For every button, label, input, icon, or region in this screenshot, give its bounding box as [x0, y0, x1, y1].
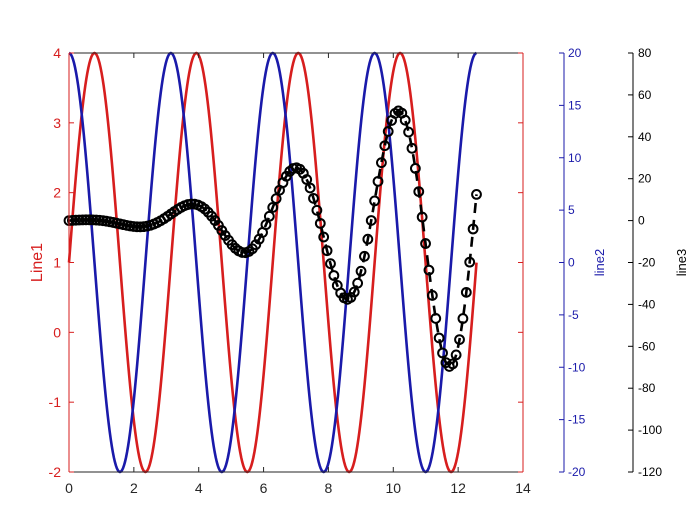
y-tick-label-line3: 0 — [638, 214, 645, 228]
data-point — [382, 126, 394, 137]
data-point — [80, 214, 92, 226]
y-tick-label-line2: 5 — [568, 203, 575, 217]
data-point — [372, 175, 384, 187]
data-point — [423, 264, 435, 276]
y-tick-label-line2: 10 — [568, 151, 582, 165]
y-tick-label-line1: -1 — [49, 394, 62, 410]
data-point — [409, 162, 421, 174]
y-tick-label-line3: -40 — [638, 297, 656, 311]
data-point — [325, 258, 336, 270]
y-tick-label-line1: -2 — [49, 464, 62, 480]
data-point — [430, 313, 442, 324]
data-point — [359, 250, 370, 262]
data-point — [348, 286, 360, 298]
y-tick-label-line2: 15 — [568, 98, 582, 112]
y-tick-label-line2: -15 — [568, 413, 586, 427]
data-point — [311, 204, 323, 216]
data-point — [308, 192, 319, 204]
x-tick-label: 6 — [260, 480, 268, 496]
plot-background — [69, 53, 523, 472]
data-point — [413, 186, 425, 198]
data-point — [369, 195, 381, 207]
data-point — [420, 238, 431, 249]
data-point — [416, 211, 428, 223]
data-point — [321, 245, 333, 257]
data-point — [185, 198, 197, 210]
y-tick-label-line2: -20 — [568, 465, 586, 479]
data-point — [355, 265, 367, 277]
series-layer — [63, 51, 482, 474]
data-point — [464, 256, 476, 268]
data-point — [437, 347, 448, 359]
data-point — [73, 214, 85, 226]
x-tick-label: 0 — [65, 480, 73, 496]
data-point — [403, 126, 414, 138]
y-tick-label-line1: 0 — [53, 324, 61, 340]
data-point — [304, 182, 316, 194]
y-tick-label-line1: 3 — [53, 115, 61, 131]
data-point — [131, 221, 143, 233]
x-tick-label: 4 — [195, 480, 203, 496]
data-point — [314, 217, 326, 229]
data-point — [433, 332, 445, 344]
y-axis-title-line1: Line1 — [29, 243, 46, 282]
data-point — [450, 349, 462, 361]
data-point — [263, 210, 275, 222]
y-tick-label-line3: 40 — [638, 130, 652, 144]
data-point — [467, 223, 479, 235]
y-tick-label-line3: -20 — [638, 256, 656, 270]
axes-layer: 0 2 4 6 8 10 12 14-2-101234Line1-20-15-10-50510… — [29, 45, 689, 496]
y-tick-label-line2: -5 — [568, 308, 579, 322]
data-point — [426, 290, 438, 301]
y-tick-label-line2: 0 — [568, 256, 575, 270]
plot-area — [69, 53, 523, 472]
y-tick-label-line3: -80 — [638, 381, 656, 395]
y-tick-label-line3: 60 — [638, 88, 652, 102]
y-axis-title-line3: line3 — [674, 249, 689, 276]
x-tick-label: 2 — [130, 480, 138, 496]
y-tick-label-line3: -120 — [638, 465, 662, 479]
data-point — [406, 142, 418, 154]
data-point — [460, 286, 472, 298]
data-point — [318, 231, 330, 243]
y-tick-label-line1: 2 — [53, 185, 61, 201]
data-point — [454, 334, 465, 346]
data-point — [365, 215, 377, 226]
x-tick-label: 12 — [450, 480, 466, 496]
y-tick-label-line1: 4 — [53, 45, 61, 61]
y-tick-label-line2: -10 — [568, 360, 586, 374]
y-tick-label-line3: -60 — [638, 339, 656, 353]
data-point — [399, 114, 411, 126]
data-point — [267, 202, 279, 213]
data-point — [471, 189, 482, 200]
x-tick-label: 10 — [385, 480, 401, 496]
data-point — [87, 214, 99, 226]
y-tick-label-line1: 1 — [53, 255, 61, 271]
data-point — [457, 313, 469, 324]
series-line-line1 — [67, 51, 478, 474]
data-point — [328, 270, 340, 281]
data-point — [379, 140, 391, 152]
data-point — [376, 157, 387, 169]
data-point — [447, 358, 459, 370]
data-point — [362, 233, 374, 245]
data-point — [352, 277, 364, 289]
y-axis-title-line2: line2 — [592, 249, 607, 276]
y-tick-label-line3: 20 — [638, 172, 652, 186]
x-tick-label: 14 — [515, 480, 531, 496]
y-tick-label-line3: -100 — [638, 423, 662, 437]
data-point — [70, 214, 82, 226]
y-tick-label-line2: 20 — [568, 46, 582, 60]
x-tick-label: 8 — [325, 480, 333, 496]
y-tick-label-line3: 80 — [638, 46, 652, 60]
data-point — [83, 214, 95, 226]
data-point — [77, 214, 88, 226]
